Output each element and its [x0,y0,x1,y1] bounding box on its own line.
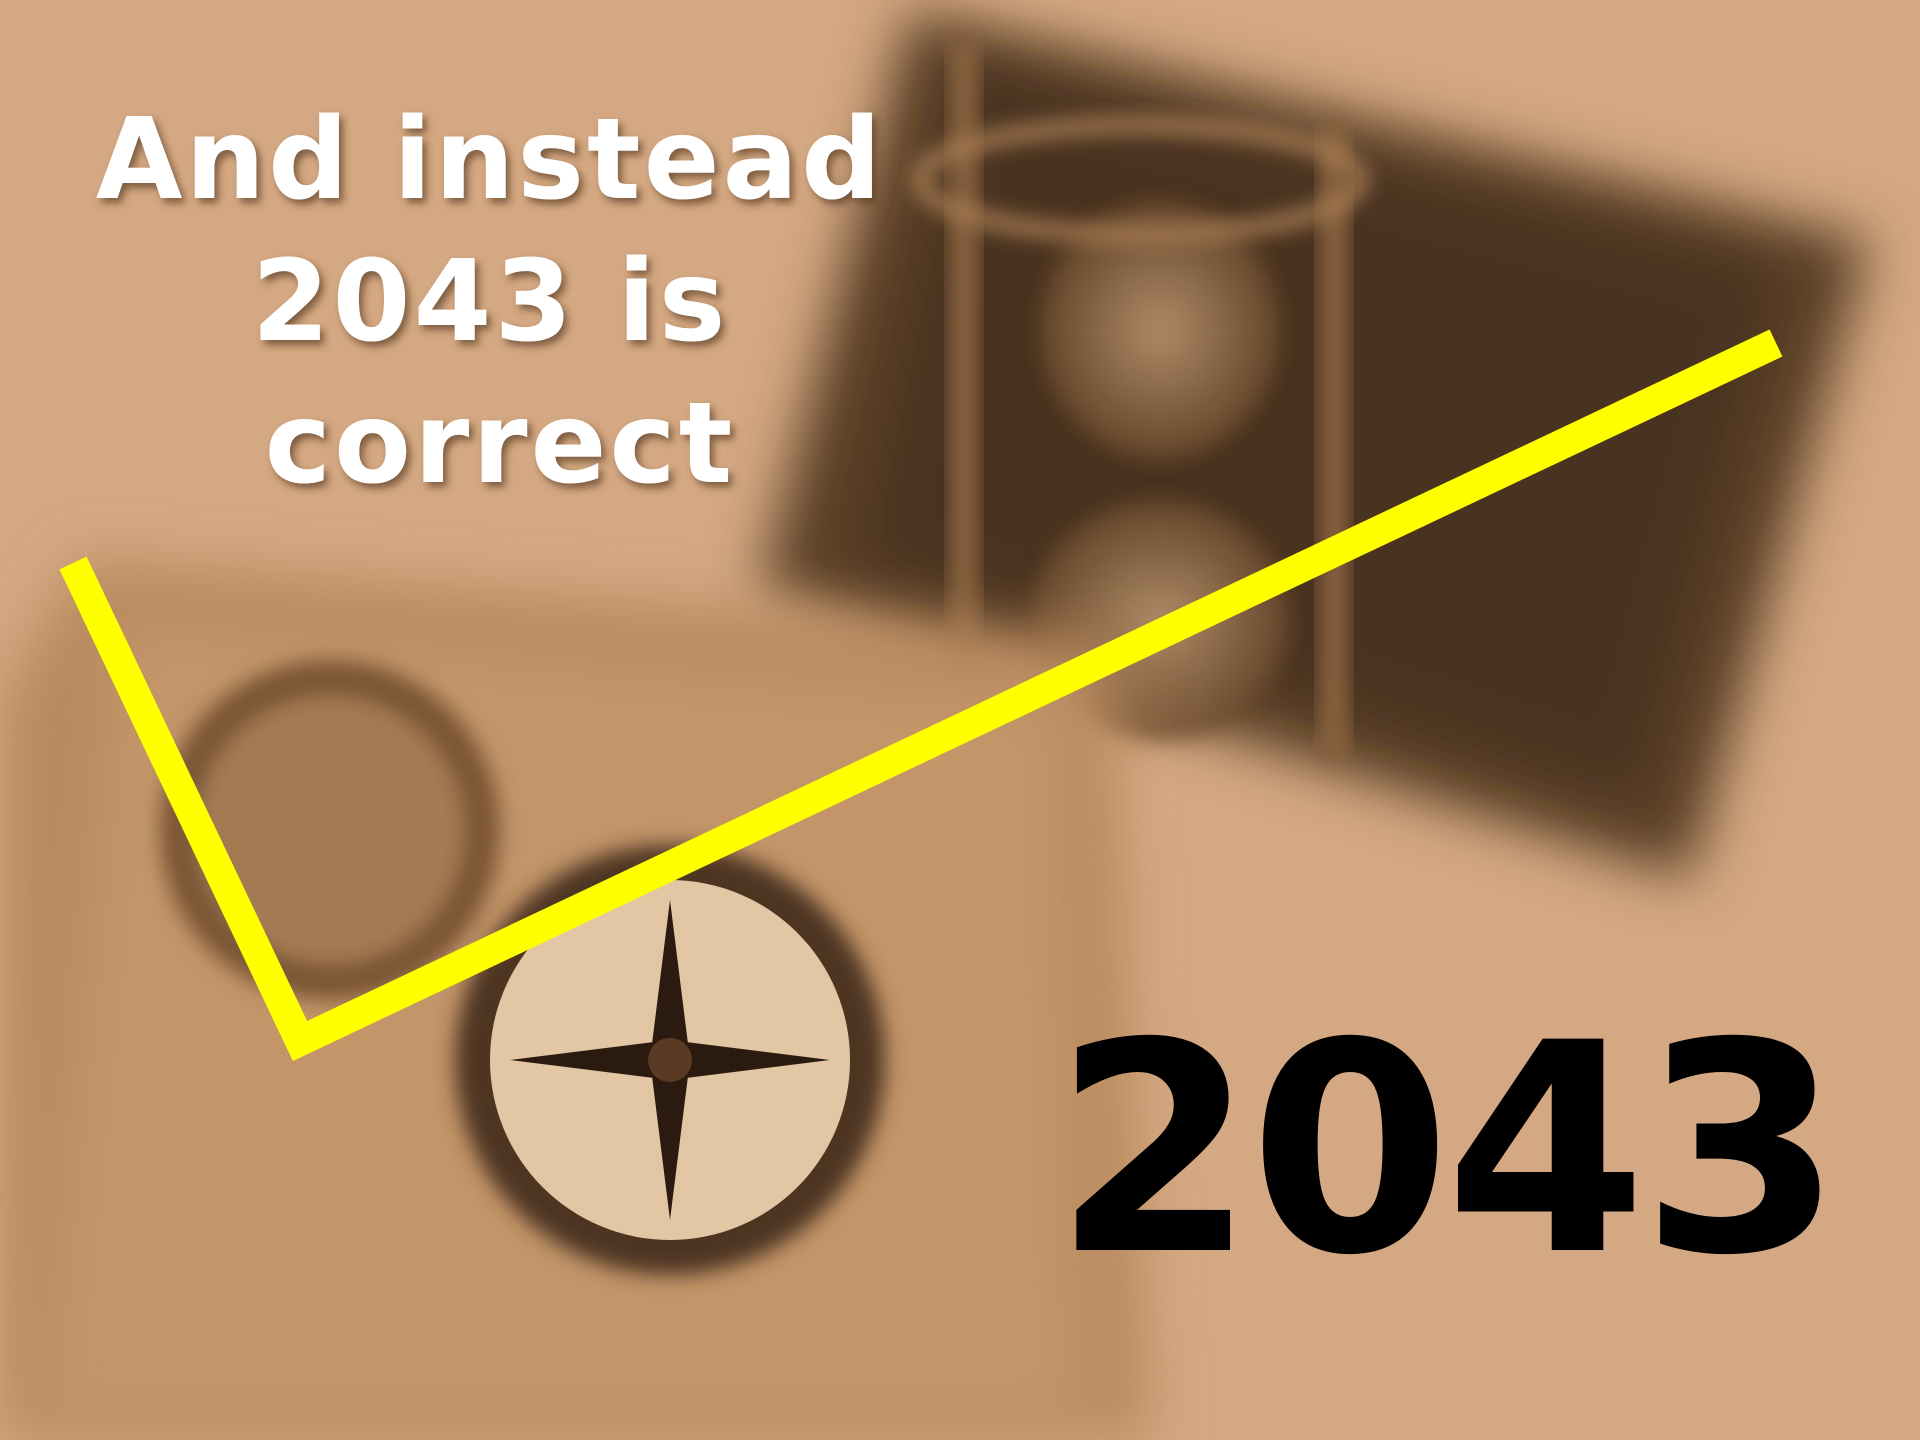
title-line: 2043 is [252,237,729,367]
title-line: And instead [96,95,885,225]
slide: And instead 2043 is correct 2043 [0,0,1920,1440]
answer-number: 2043 [1053,982,1836,1319]
title-line: correct [265,379,736,509]
compass-photo [0,560,1150,1440]
slide-canvas: And instead 2043 is correct 2043 [0,0,1920,1440]
